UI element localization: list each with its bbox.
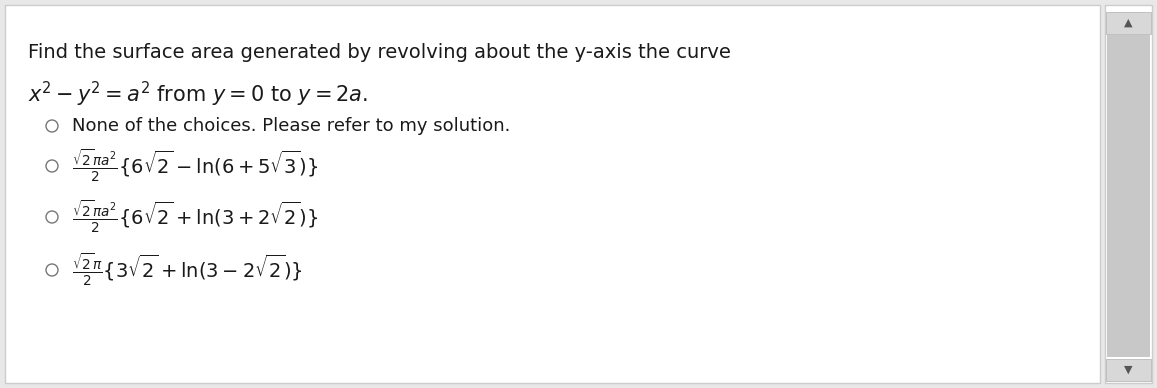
Text: ▼: ▼ xyxy=(1125,365,1133,375)
Text: $\frac{\sqrt{2}\pi a^2}{2}\{6\sqrt{2} + \ln(3 + 2\sqrt{2})\}$: $\frac{\sqrt{2}\pi a^2}{2}\{6\sqrt{2} + … xyxy=(72,199,318,235)
FancyBboxPatch shape xyxy=(1105,5,1152,383)
FancyBboxPatch shape xyxy=(5,5,1100,383)
FancyBboxPatch shape xyxy=(1106,12,1151,34)
Text: None of the choices. Please refer to my solution.: None of the choices. Please refer to my … xyxy=(72,117,510,135)
FancyBboxPatch shape xyxy=(1107,35,1150,357)
FancyBboxPatch shape xyxy=(1106,359,1151,381)
Text: $\frac{\sqrt{2}\pi a^2}{2}\{6\sqrt{2} - \ln(6 + 5\sqrt{3})\}$: $\frac{\sqrt{2}\pi a^2}{2}\{6\sqrt{2} - … xyxy=(72,148,318,184)
Text: Find the surface area generated by revolving about the y-axis the curve: Find the surface area generated by revol… xyxy=(28,43,731,62)
Text: $x^2 - y^2 = a^2$ from $y = 0$ to $y = 2a.$: $x^2 - y^2 = a^2$ from $y = 0$ to $y = 2… xyxy=(28,80,368,109)
Text: ▲: ▲ xyxy=(1125,18,1133,28)
Text: $\frac{\sqrt{2}\pi}{2}\{3\sqrt{2} + \ln(3 - 2\sqrt{2})\}$: $\frac{\sqrt{2}\pi}{2}\{3\sqrt{2} + \ln(… xyxy=(72,252,303,288)
